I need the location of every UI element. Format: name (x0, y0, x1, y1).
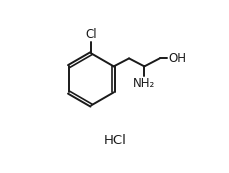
Text: HCl: HCl (103, 134, 126, 147)
Text: NH₂: NH₂ (133, 77, 155, 90)
Text: Cl: Cl (85, 28, 97, 41)
Text: OH: OH (167, 52, 185, 65)
